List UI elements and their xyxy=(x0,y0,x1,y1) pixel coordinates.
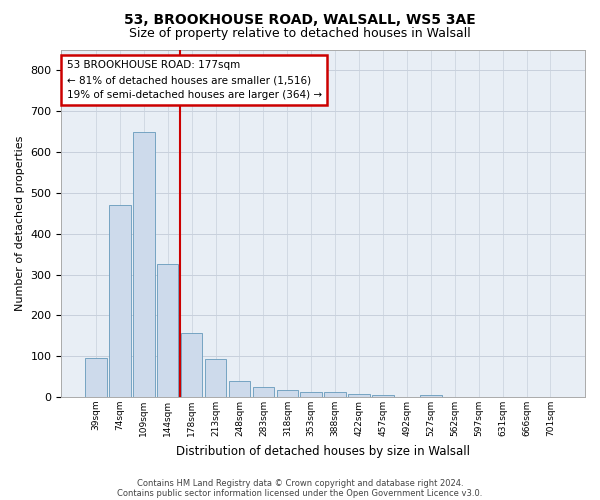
Text: 53, BROOKHOUSE ROAD, WALSALL, WS5 3AE: 53, BROOKHOUSE ROAD, WALSALL, WS5 3AE xyxy=(124,12,476,26)
Bar xyxy=(157,264,178,397)
Bar xyxy=(181,333,202,397)
X-axis label: Distribution of detached houses by size in Walsall: Distribution of detached houses by size … xyxy=(176,444,470,458)
Text: Size of property relative to detached houses in Walsall: Size of property relative to detached ho… xyxy=(129,28,471,40)
Bar xyxy=(253,387,274,397)
Bar xyxy=(133,132,155,397)
Bar xyxy=(205,360,226,397)
Bar xyxy=(372,395,394,397)
Text: Contains public sector information licensed under the Open Government Licence v3: Contains public sector information licen… xyxy=(118,488,482,498)
Bar xyxy=(301,392,322,397)
Text: Contains HM Land Registry data © Crown copyright and database right 2024.: Contains HM Land Registry data © Crown c… xyxy=(137,478,463,488)
Bar xyxy=(85,358,107,397)
Y-axis label: Number of detached properties: Number of detached properties xyxy=(15,136,25,311)
Bar xyxy=(349,394,370,397)
Bar xyxy=(109,205,131,397)
Text: 53 BROOKHOUSE ROAD: 177sqm
← 81% of detached houses are smaller (1,516)
19% of s: 53 BROOKHOUSE ROAD: 177sqm ← 81% of deta… xyxy=(67,60,322,100)
Bar xyxy=(420,395,442,397)
Bar xyxy=(229,380,250,397)
Bar xyxy=(325,392,346,397)
Bar xyxy=(277,390,298,397)
